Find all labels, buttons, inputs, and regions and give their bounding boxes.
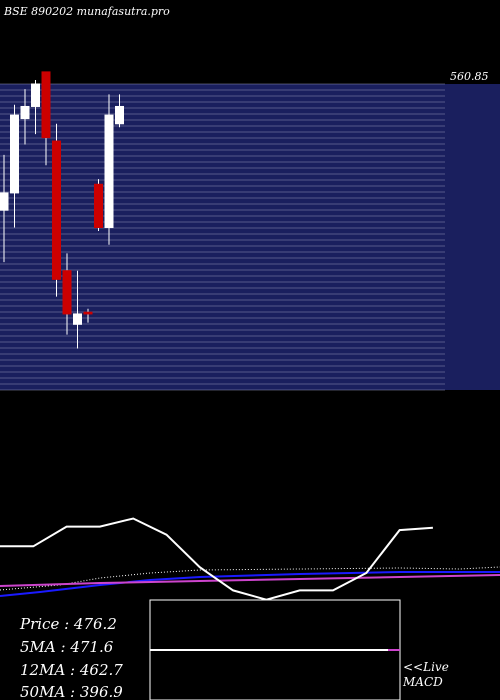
candle-down <box>62 270 72 315</box>
candle-up <box>104 114 114 228</box>
macd-label: MACD <box>402 675 443 689</box>
ma5-stat: 5MA : 471.6 <box>20 638 114 656</box>
ma50-stat: 50MA : 396.9 <box>20 683 123 700</box>
magenta-ma-line <box>0 574 500 587</box>
macd-panel: <<Live MACD <box>149 599 449 700</box>
ma12-stat: 12MA : 462.7 <box>20 661 123 679</box>
price-stat: Price : 476.2 <box>19 615 117 633</box>
blue-ma-line <box>0 571 500 597</box>
candlestick-panel: 560.85 <box>0 70 500 391</box>
dotted-ma-line <box>0 566 500 591</box>
candle-down <box>94 183 103 228</box>
top-price-label: 560.85 <box>450 70 489 83</box>
candle-down <box>83 311 93 315</box>
chart-title: BSE 890202 munafasutra.pro <box>3 5 170 18</box>
candle-up <box>115 105 124 125</box>
indicator-panel <box>0 517 500 601</box>
candles <box>0 71 124 349</box>
price-line <box>0 517 433 601</box>
candle-down <box>52 140 61 280</box>
candle-down <box>41 71 51 139</box>
stats-block: Price : 476.2 5MA : 471.6 12MA : 462.7 5… <box>19 615 123 700</box>
price-grid <box>0 83 445 391</box>
candle-panel-background <box>0 84 500 390</box>
candle-up <box>31 83 40 107</box>
candle-up <box>73 313 82 325</box>
candle-up <box>10 114 19 194</box>
macd-live-label: <<Live <box>403 660 449 674</box>
candle-up <box>0 192 9 211</box>
candle-up <box>20 105 30 120</box>
